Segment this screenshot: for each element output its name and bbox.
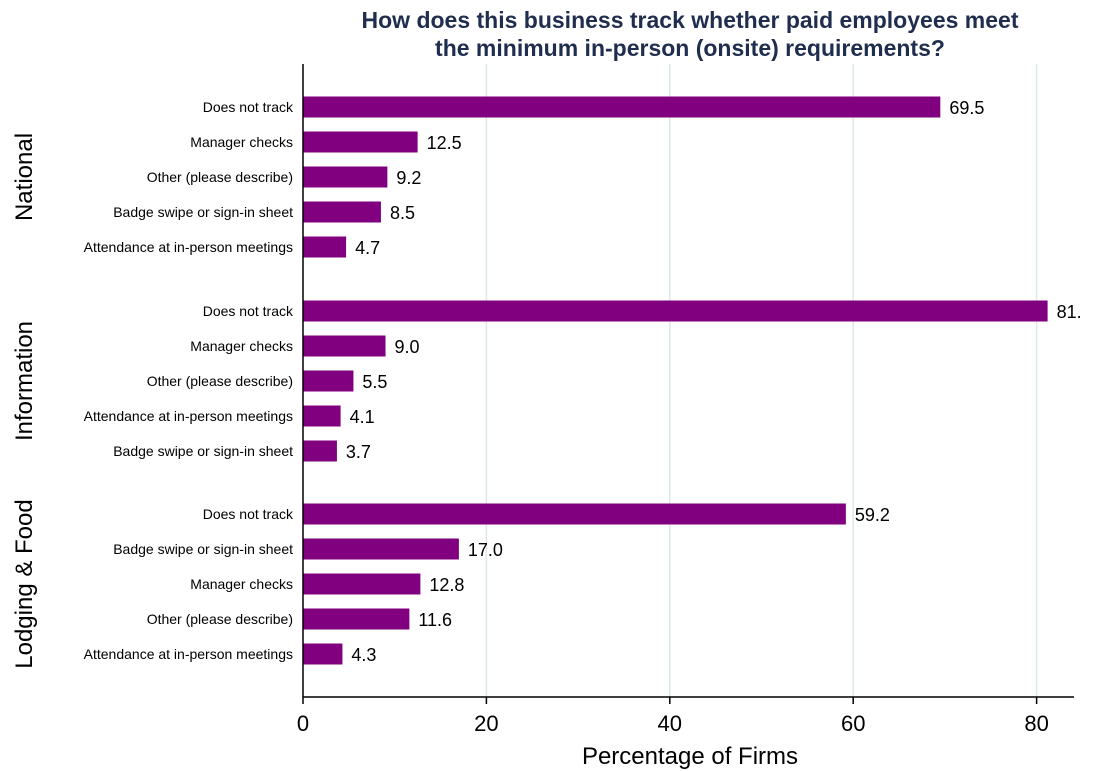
category-label: Other (please describe) bbox=[147, 169, 293, 185]
x-tick-label: 0 bbox=[297, 711, 309, 736]
value-label: 9.2 bbox=[396, 168, 421, 188]
bar bbox=[303, 538, 459, 560]
bar bbox=[303, 370, 354, 392]
bar bbox=[303, 503, 846, 525]
bar bbox=[303, 96, 941, 118]
category-label: Does not track bbox=[203, 506, 294, 522]
category-label: Does not track bbox=[203, 99, 294, 115]
bar bbox=[303, 335, 386, 357]
axes bbox=[302, 64, 1074, 698]
category-label: Attendance at in-person meetings bbox=[84, 646, 293, 662]
x-axis-title: Percentage of Firms bbox=[582, 743, 798, 770]
category-label: Other (please describe) bbox=[147, 611, 293, 627]
bar bbox=[303, 131, 418, 153]
group-label: Information bbox=[11, 321, 38, 441]
bar bbox=[303, 405, 341, 427]
chart-title-line-1: How does this business track whether pai… bbox=[362, 7, 1019, 33]
value-label: 3.7 bbox=[346, 442, 371, 462]
value-label: 5.5 bbox=[362, 372, 387, 392]
bar bbox=[303, 201, 381, 223]
category-label: Attendance at in-person meetings bbox=[84, 239, 293, 255]
value-label: 4.3 bbox=[351, 645, 376, 665]
chart-title-line-2: the minimum in-person (onsite) requireme… bbox=[435, 35, 945, 61]
category-label: Manager checks bbox=[190, 134, 293, 150]
x-tick-label: 80 bbox=[1024, 711, 1048, 736]
value-label: 4.7 bbox=[355, 238, 380, 258]
grid-lines bbox=[485, 64, 1038, 697]
x-ticks: 0 20 40 60 80 bbox=[297, 697, 1049, 736]
value-label: 11.6 bbox=[418, 610, 452, 630]
group-label: Lodging & Food bbox=[11, 499, 38, 668]
category-label: Manager checks bbox=[190, 576, 293, 592]
value-label: 12.8 bbox=[429, 575, 464, 595]
category-label: Manager checks bbox=[190, 338, 293, 354]
value-label: 69.5 bbox=[949, 98, 984, 118]
category-label: Badge swipe or sign-in sheet bbox=[113, 541, 293, 557]
bars bbox=[303, 96, 1048, 665]
value-label: 4.1 bbox=[350, 407, 375, 427]
category-label: Attendance at in-person meetings bbox=[84, 408, 293, 424]
bar bbox=[303, 166, 388, 188]
bar bbox=[303, 608, 410, 630]
value-label: 81. bbox=[1057, 302, 1082, 322]
category-label: Other (please describe) bbox=[147, 373, 293, 389]
category-label: Does not track bbox=[203, 303, 294, 319]
bar bbox=[303, 236, 347, 258]
bar bbox=[303, 440, 337, 462]
value-labels: 69.5 12.5 9.2 8.5 4.7 81. 9.0 5.5 4.1 3.7 59.2 17.0… bbox=[346, 98, 1082, 665]
x-tick-label: 60 bbox=[841, 711, 865, 736]
value-label: 12.5 bbox=[427, 133, 462, 153]
category-label: Badge swipe or sign-in sheet bbox=[113, 204, 293, 220]
value-label: 8.5 bbox=[390, 203, 415, 223]
x-tick-label: 40 bbox=[658, 711, 682, 736]
bar bbox=[303, 573, 421, 595]
value-label: 9.0 bbox=[395, 337, 420, 357]
bar bbox=[303, 643, 343, 665]
bar bbox=[303, 300, 1048, 322]
group-labels: National Information Lodging & Food bbox=[11, 133, 38, 669]
value-label: 17.0 bbox=[468, 540, 503, 560]
value-label: 59.2 bbox=[855, 505, 890, 525]
x-tick-label: 20 bbox=[474, 711, 498, 736]
category-label: Badge swipe or sign-in sheet bbox=[113, 443, 293, 459]
group-label: National bbox=[11, 133, 38, 221]
category-labels: Does not track Manager checks Other (pleas… bbox=[84, 99, 294, 662]
